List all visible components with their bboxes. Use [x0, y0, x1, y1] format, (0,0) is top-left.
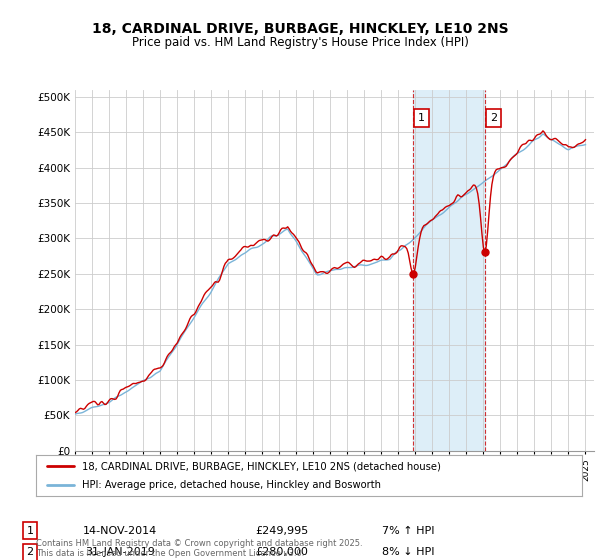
Text: 1: 1: [418, 113, 425, 123]
Text: 2: 2: [26, 548, 34, 557]
Text: 18, CARDINAL DRIVE, BURBAGE, HINCKLEY, LE10 2NS: 18, CARDINAL DRIVE, BURBAGE, HINCKLEY, L…: [92, 22, 508, 36]
Text: Price paid vs. HM Land Registry's House Price Index (HPI): Price paid vs. HM Land Registry's House …: [131, 36, 469, 49]
Text: 7% ↑ HPI: 7% ↑ HPI: [382, 526, 434, 535]
Text: £280,000: £280,000: [256, 548, 308, 557]
Text: 2: 2: [490, 113, 497, 123]
Text: 31-JAN-2019: 31-JAN-2019: [85, 548, 155, 557]
Text: £249,995: £249,995: [256, 526, 308, 535]
Text: 8% ↓ HPI: 8% ↓ HPI: [382, 548, 434, 557]
Text: 14-NOV-2014: 14-NOV-2014: [83, 526, 157, 535]
Text: 1: 1: [26, 526, 34, 535]
Text: Contains HM Land Registry data © Crown copyright and database right 2025.
This d: Contains HM Land Registry data © Crown c…: [36, 539, 362, 558]
Text: HPI: Average price, detached house, Hinckley and Bosworth: HPI: Average price, detached house, Hinc…: [82, 480, 382, 489]
Text: 18, CARDINAL DRIVE, BURBAGE, HINCKLEY, LE10 2NS (detached house): 18, CARDINAL DRIVE, BURBAGE, HINCKLEY, L…: [82, 461, 441, 471]
